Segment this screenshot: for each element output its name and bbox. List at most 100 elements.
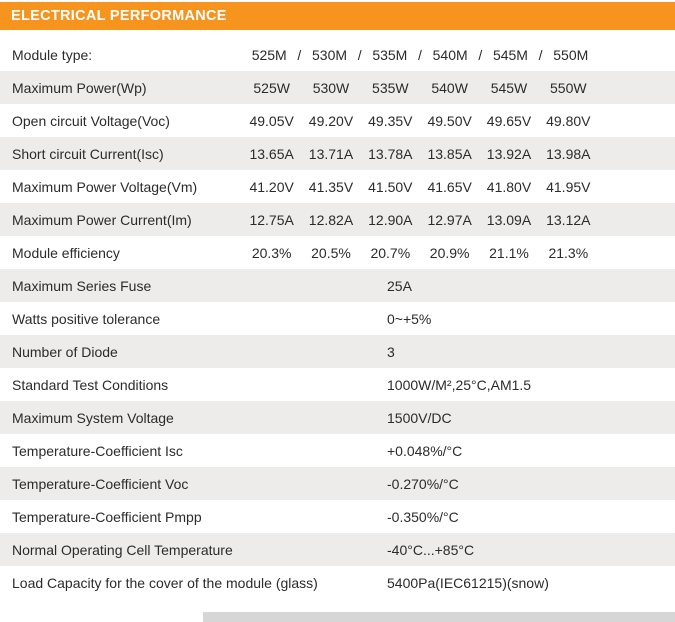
row-label: Short circuit Current(Isc) — [12, 145, 164, 162]
row-values: 41.20V 41.35V 41.50V 41.65V 41.80V 41.95… — [242, 179, 598, 195]
value-cell: 41.20V — [249, 178, 294, 195]
row-value: 1000W/M²,25°C,AM1.5 — [387, 376, 532, 393]
row-label: Normal Operating Cell Temperature — [12, 541, 233, 558]
value-separator: / — [418, 46, 422, 63]
value-cell: 540W — [431, 79, 468, 96]
table-row: Module efficiency 20.3% 20.5% 20.7% 20.9… — [0, 236, 675, 269]
value-cell: 49.50V — [427, 112, 472, 129]
table-row: Temperature-Coefficient Voc -0.270%/°C — [0, 467, 675, 500]
table-row: Normal Operating Cell Temperature -40°C.… — [0, 533, 675, 566]
row-label: Temperature-Coefficient Voc — [12, 475, 189, 492]
value-cell: 49.05V — [249, 112, 294, 129]
value-cell: 20.3% — [251, 244, 292, 261]
value-cell: 49.20V — [308, 112, 354, 129]
value-cell: 13.12A — [546, 211, 591, 228]
value-cell: 21.3% — [548, 244, 589, 261]
value-separator: / — [478, 46, 483, 63]
table-row: Maximum Power Voltage(Vm) 41.20V 41.35V … — [0, 170, 675, 203]
table-row: Standard Test Conditions 1000W/M²,25°C,A… — [0, 368, 675, 401]
value-cell: 12.90A — [368, 211, 413, 228]
row-value: -40°C...+85°C — [387, 541, 475, 558]
row-values: 525M / 530M / 535M / 540M / 545M / 550M — [242, 47, 598, 63]
value-cell: 545M — [492, 46, 528, 63]
value-cell: 49.80V — [546, 112, 591, 129]
value-cell: 21.1% — [489, 244, 529, 261]
row-values: 49.05V 49.20V 49.35V 49.50V 49.65V 49.80… — [242, 113, 598, 129]
table-row-module-type: Module type: 525M / 530M / 535M / 540M /… — [0, 38, 675, 71]
value-cell: 20.5% — [311, 244, 351, 261]
table-row: Load Capacity for the cover of the modul… — [0, 566, 675, 599]
table-row: Short circuit Current(Isc) 13.65A 13.71A… — [0, 137, 675, 170]
row-label: Module type: — [12, 46, 93, 63]
value-cell: 545W — [490, 79, 528, 96]
value-separator: / — [538, 46, 543, 63]
table-row: Maximum System Voltage 1500V/DC — [0, 401, 675, 434]
row-label: Temperature-Coefficient Isc — [12, 442, 183, 459]
row-values: 525W 530W 535W 540W 545W 550W — [242, 80, 598, 96]
row-label: Maximum Power Voltage(Vm) — [12, 178, 198, 195]
value-cell: 525M — [251, 46, 287, 63]
value-cell: 13.65A — [249, 145, 294, 162]
value-cell: 540M — [432, 46, 468, 63]
row-label: Maximum Series Fuse — [12, 277, 152, 294]
row-label: Module efficiency — [12, 244, 120, 261]
value-cell: 535W — [372, 79, 409, 96]
value-separator: / — [357, 46, 362, 63]
row-values: 12.75A 12.82A 12.90A 12.97A 13.09A 13.12… — [242, 212, 598, 228]
value-cell: 13.09A — [486, 211, 532, 228]
row-value: -0.350%/°C — [387, 508, 459, 525]
row-value: 5400Pa(IEC61215)(snow) — [387, 574, 549, 591]
row-values: 13.65A 13.71A 13.78A 13.85A 13.92A 13.98… — [242, 146, 598, 162]
next-section-partial-bar — [203, 612, 675, 622]
row-value: 1500V/DC — [387, 409, 452, 426]
row-label: Number of Diode — [12, 343, 118, 360]
row-label: Standard Test Conditions — [12, 376, 169, 393]
value-cell: 13.78A — [368, 145, 413, 162]
value-cell: 13.85A — [427, 145, 472, 162]
table-row: Maximum Power(Wp) 525W 530W 535W 540W 54… — [0, 71, 675, 104]
value-separator: / — [297, 46, 302, 63]
value-cell: 41.80V — [486, 178, 532, 195]
row-value: -0.270%/°C — [387, 475, 459, 492]
value-cell: 20.7% — [370, 244, 411, 261]
spec-table: Module type: 525M / 530M / 535M / 540M /… — [0, 38, 675, 599]
row-value: 0~+5% — [387, 310, 432, 327]
value-cell: 13.71A — [308, 145, 354, 162]
table-row: Number of Diode 3 — [0, 335, 675, 368]
section-header: ELECTRICAL PERFORMANCE — [0, 2, 675, 30]
value-cell: 525W — [253, 79, 290, 96]
value-cell: 41.65V — [427, 178, 472, 195]
table-row: Maximum Power Current(Im) 12.75A 12.82A … — [0, 203, 675, 236]
value-cell: 550W — [550, 79, 587, 96]
value-cell: 535M — [372, 46, 408, 63]
table-row: Open circuit Voltage(Voc) 49.05V 49.20V … — [0, 104, 675, 137]
table-row: Watts positive tolerance 0~+5% — [0, 302, 675, 335]
row-label: Temperature-Coefficient Pmpp — [12, 508, 202, 525]
row-label: Maximum System Voltage — [12, 409, 174, 426]
value-cell: 550M — [553, 46, 589, 63]
row-values: 20.3% 20.5% 20.7% 20.9% 21.1% 21.3% — [242, 245, 598, 261]
table-row: Maximum Series Fuse 25A — [0, 269, 675, 302]
table-row: Temperature-Coefficient Pmpp -0.350%/°C — [0, 500, 675, 533]
row-value: +0.048%/°C — [387, 442, 463, 459]
value-cell: 530W — [312, 79, 350, 96]
section-title: ELECTRICAL PERFORMANCE — [11, 8, 227, 24]
value-cell: 20.9% — [429, 244, 470, 261]
value-cell: 13.92A — [486, 145, 532, 162]
value-cell: 12.82A — [308, 211, 354, 228]
value-cell: 41.35V — [308, 178, 354, 195]
row-value: 3 — [387, 343, 395, 360]
value-cell: 12.97A — [427, 211, 472, 228]
value-cell: 49.65V — [486, 112, 532, 129]
row-label: Maximum Power(Wp) — [12, 79, 147, 96]
value-cell: 530M — [312, 46, 348, 63]
value-cell: 41.50V — [368, 178, 413, 195]
table-row: Temperature-Coefficient Isc +0.048%/°C — [0, 434, 675, 467]
value-cell: 13.98A — [546, 145, 591, 162]
row-label: Maximum Power Current(Im) — [12, 211, 192, 228]
row-label: Load Capacity for the cover of the modul… — [12, 574, 318, 591]
row-value: 25A — [387, 277, 412, 294]
value-cell: 41.95V — [546, 178, 591, 195]
row-label: Open circuit Voltage(Voc) — [12, 112, 170, 129]
